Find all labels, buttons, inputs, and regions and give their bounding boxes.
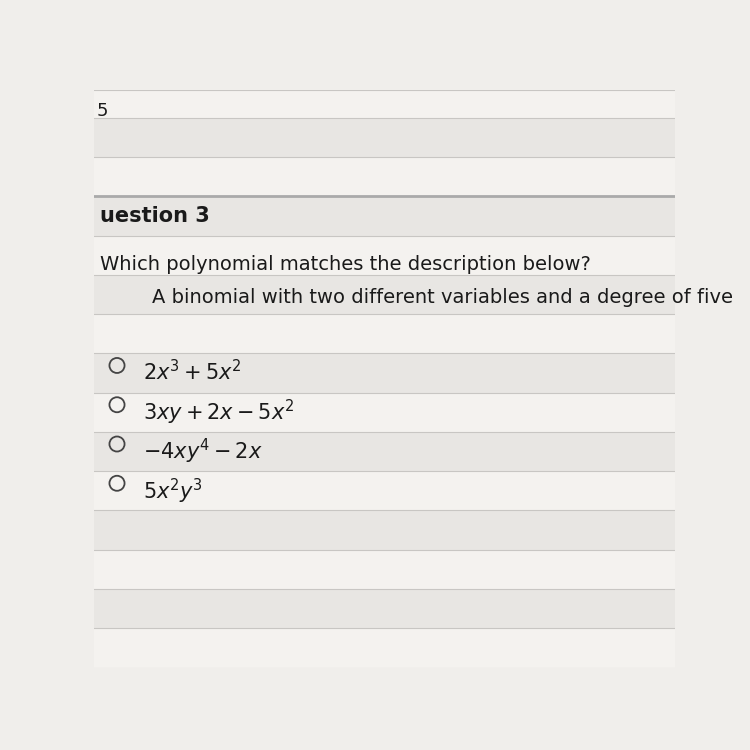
Text: Which polynomial matches the description below?: Which polynomial matches the description… (100, 254, 590, 274)
Text: $5x^2y^3$: $5x^2y^3$ (143, 476, 203, 506)
Text: A binomial with two different variables and a degree of five: A binomial with two different variables … (152, 287, 733, 307)
Text: $2x^3 + 5x^2$: $2x^3 + 5x^2$ (143, 358, 242, 384)
Text: uestion 3: uestion 3 (100, 206, 209, 226)
Text: $3xy + 2x - 5x^2$: $3xy + 2x - 5x^2$ (143, 398, 295, 427)
Text: $-4xy^4 - 2x$: $-4xy^4 - 2x$ (143, 437, 263, 466)
Text: 5: 5 (97, 101, 108, 119)
